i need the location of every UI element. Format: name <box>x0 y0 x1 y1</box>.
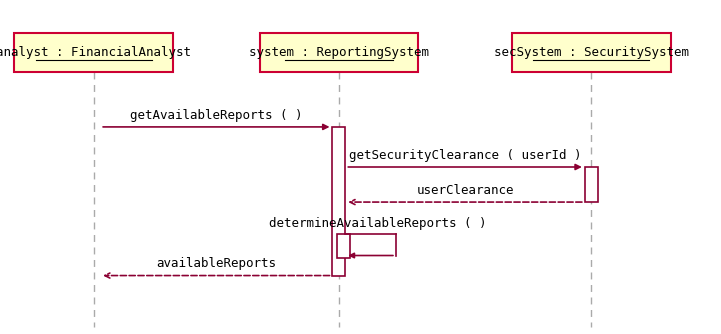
Text: getSecurityClearance ( userId ): getSecurityClearance ( userId ) <box>349 149 581 162</box>
Bar <box>14 33 173 72</box>
Bar <box>337 234 350 258</box>
Text: secSystem : SecuritySystem: secSystem : SecuritySystem <box>494 46 689 59</box>
Bar <box>585 167 598 202</box>
Bar <box>332 127 345 276</box>
Bar <box>512 33 671 72</box>
Text: system : ReportingSystem: system : ReportingSystem <box>249 46 429 59</box>
Text: userClearance: userClearance <box>416 184 514 197</box>
Text: analyst : FinancialAnalyst: analyst : FinancialAnalyst <box>0 46 191 59</box>
Text: getAvailableReports ( ): getAvailableReports ( ) <box>130 109 303 122</box>
Text: determineAvailableReports ( ): determineAvailableReports ( ) <box>269 217 487 230</box>
Bar <box>260 33 418 72</box>
Text: availableReports: availableReports <box>156 257 276 270</box>
